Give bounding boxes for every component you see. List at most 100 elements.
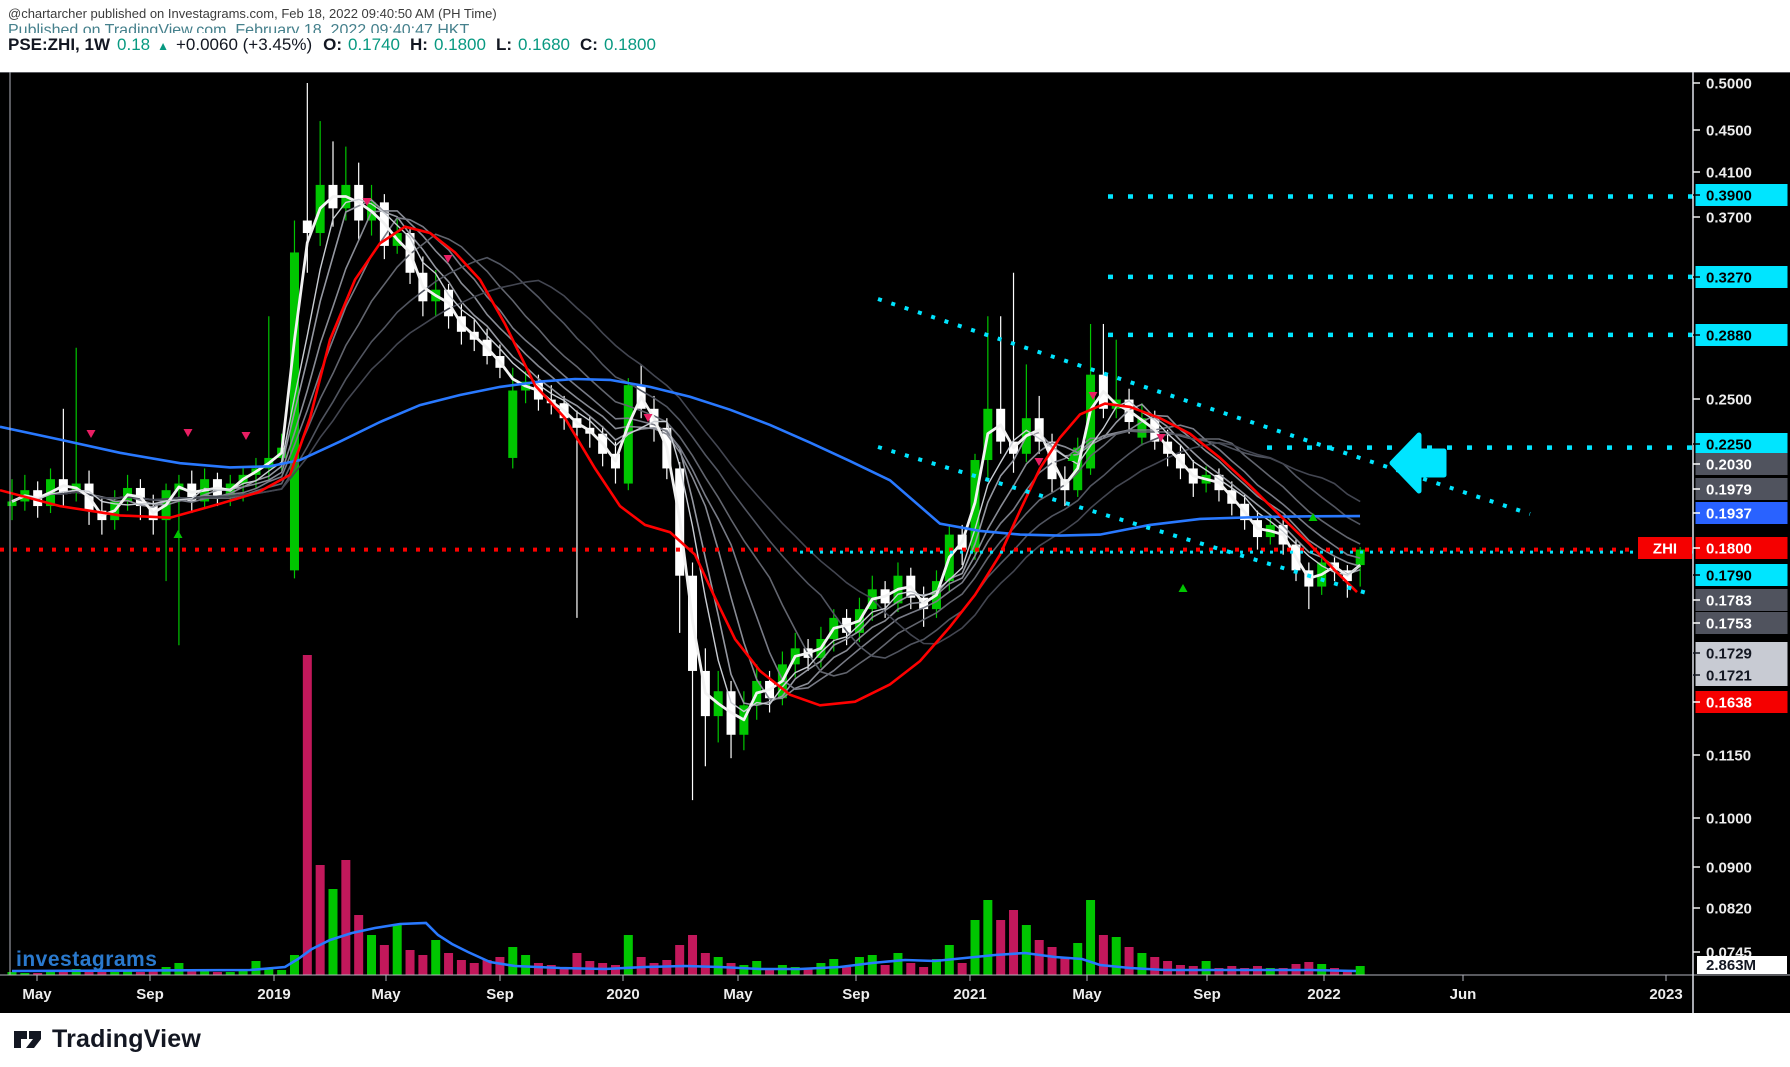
time-axis-label[interactable]: Sep — [842, 986, 870, 1003]
gray-ma-line — [11, 216, 1361, 691]
price-axis-label[interactable]: 0.4100 — [1706, 165, 1752, 182]
left-arrow-icon — [1389, 432, 1447, 494]
price-badge — [1695, 612, 1788, 634]
price-badge-label[interactable]: 0.3900 — [1706, 188, 1752, 205]
price-badge-label[interactable]: 0.1729 — [1706, 646, 1752, 663]
price-axis-label[interactable]: 0.1000 — [1706, 811, 1752, 828]
symbol-price-tag — [1638, 537, 1692, 559]
ohlc-label: O: — [323, 35, 342, 54]
trend-channel-dotted-cyan — [877, 297, 1531, 516]
price-badge — [1695, 589, 1788, 611]
price-badge-label[interactable]: 0.2880 — [1706, 328, 1752, 345]
volume-bar — [675, 945, 685, 975]
price-axis-label[interactable]: 0.1150 — [1706, 748, 1751, 765]
volume-bar — [110, 972, 120, 975]
price-badge — [1695, 433, 1788, 455]
volume-bar — [289, 955, 299, 975]
price-badge-label[interactable]: 0.1800 — [1706, 541, 1752, 558]
price-axis-label[interactable]: 0.3700 — [1706, 210, 1752, 227]
blue-ma-line — [0, 377, 1361, 537]
time-axis-label[interactable]: May — [723, 986, 753, 1003]
trend-channel-dotted-cyan — [877, 445, 1371, 596]
price-badge — [1695, 537, 1788, 559]
price-axis-label[interactable]: 0.0820 — [1706, 901, 1752, 918]
volume-bar — [1278, 968, 1288, 975]
volume-bar — [33, 973, 43, 975]
price-badge — [1695, 502, 1788, 524]
volume-bar — [1150, 957, 1160, 975]
chart-canvas[interactable]: May Sep 2019 May Sep 2020 May Sep 2021 May Sep 2022… — [0, 60, 1790, 1013]
price-badge — [1695, 642, 1788, 664]
symbol-title[interactable]: PSE:ZHI, 1W — [8, 35, 111, 54]
volume-bar — [508, 947, 518, 975]
time-axis-label[interactable]: Sep — [486, 986, 514, 1003]
volume-bar — [328, 889, 338, 975]
volume-bar — [469, 963, 479, 975]
volume-bar — [1009, 910, 1019, 975]
tradingview-logo-text[interactable]: TradingView — [52, 1025, 202, 1053]
volume-bar — [1111, 937, 1121, 975]
volume-bar — [405, 950, 415, 975]
symbol-legend: PSE:ZHI, 1W 0.18 ▲ +0.0060 (+3.45%) O: 0.… — [8, 35, 656, 55]
symbol-price-tag-label: ZHI — [1653, 541, 1677, 558]
time-axis-label[interactable]: 2020 — [606, 986, 639, 1003]
price-badge-label[interactable]: 0.1979 — [1706, 482, 1752, 499]
volume-bar — [392, 925, 402, 975]
price-badge-label[interactable]: 0.3270 — [1706, 270, 1752, 287]
price-axis-label[interactable]: 0.5000 — [1706, 76, 1752, 93]
time-axis-label[interactable]: May — [22, 986, 52, 1003]
time-axis: May Sep 2019 May Sep 2020 May Sep 2021 May Sep 2022… — [0, 974, 1790, 1013]
candle-body — [1086, 374, 1096, 469]
time-axis-label[interactable]: May — [371, 986, 401, 1003]
time-axis-label[interactable]: 2019 — [257, 986, 290, 1003]
chart-area[interactable]: May Sep 2019 May Sep 2020 May Sep 2021 May Sep 2022… — [0, 60, 1790, 1013]
volume-bar — [20, 973, 30, 975]
price-badge-label[interactable]: 0.1721 — [1706, 668, 1752, 685]
volume-bar — [765, 969, 775, 975]
time-axis-label[interactable]: Sep — [1193, 986, 1221, 1003]
volume-bar — [867, 955, 877, 975]
volume-bar — [7, 972, 17, 975]
time-axis-label[interactable]: 2021 — [953, 986, 986, 1003]
time-axis-label[interactable]: 2023 — [1649, 986, 1682, 1003]
ohlc-value: 0.1800 — [603, 35, 656, 54]
sell-marker-icon — [443, 255, 453, 263]
price-badge — [1695, 564, 1788, 586]
price-badge-label[interactable]: 0.1783 — [1706, 593, 1752, 610]
price-badge-label[interactable]: 0.1753 — [1706, 616, 1752, 633]
volume-bar — [1240, 968, 1250, 975]
volume-bar — [315, 865, 325, 975]
time-axis-label[interactable]: May — [1072, 986, 1102, 1003]
tradingview-logo-icon[interactable] — [12, 1024, 43, 1055]
volume-bar — [1214, 968, 1224, 975]
price-badge — [1695, 453, 1788, 475]
price-badge-label[interactable]: 0.1937 — [1706, 506, 1752, 523]
volume-bar — [1163, 961, 1173, 975]
time-axis-label[interactable]: Sep — [136, 986, 164, 1003]
plot-borders — [0, 71, 1790, 1013]
price-badge-label[interactable]: 0.2030 — [1706, 457, 1752, 474]
price-axis-label[interactable]: 0.0900 — [1706, 860, 1752, 877]
price-axis-label[interactable]: 0.2500 — [1706, 392, 1752, 409]
white-ma-line — [11, 195, 1362, 722]
price-badge-label[interactable]: 0.1638 — [1706, 695, 1752, 712]
volume-bar — [726, 963, 736, 975]
buy-marker-icon — [173, 530, 183, 538]
volume-bar — [1047, 947, 1057, 975]
time-axis-label[interactable]: Jun — [1450, 986, 1477, 1003]
volume-bar — [649, 963, 659, 975]
volume-axis-badge — [1697, 956, 1787, 974]
price-badge-label[interactable]: 0.1790 — [1706, 568, 1752, 585]
volume-bar — [482, 960, 492, 975]
volume-bar — [1137, 953, 1147, 975]
price-badge-label[interactable]: 0.2250 — [1706, 437, 1752, 454]
header: @chartarcher published on Investagrams.c… — [0, 0, 1790, 72]
volume-bar — [533, 963, 543, 975]
volume-bar — [688, 935, 698, 975]
time-axis-label[interactable]: 2022 — [1307, 986, 1340, 1003]
price-axis-label[interactable]: 0.4500 — [1706, 123, 1752, 140]
volume-bar — [546, 965, 556, 975]
volume-bar — [1201, 961, 1211, 975]
ohlc-values: O: 0.1740 H: 0.1800 L: 0.1680 C: 0.1800 — [319, 35, 656, 55]
ohlc-value: 0.1680 — [518, 35, 570, 54]
